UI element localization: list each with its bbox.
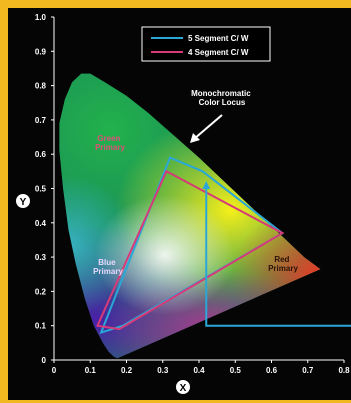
x-tick-label: 0.2	[121, 366, 133, 375]
legend-label-5-segment: 5 Segment C/ W	[188, 34, 249, 43]
red-primary-line-1: Red	[274, 255, 289, 264]
x-tick-label: 0	[52, 366, 57, 375]
locus-pointer-arrowhead	[190, 133, 200, 143]
x-tick-label: 0.1	[85, 366, 97, 375]
legend-label-4-segment: 4 Segment C/ W	[188, 48, 249, 57]
x-axis-badge: X	[176, 380, 190, 394]
x-tick-label: 0.6	[266, 366, 278, 375]
svg-text:Monochromatic Color Locu: Monochromatic Color Locus	[191, 89, 253, 107]
red-primary-line-2: Primary	[268, 264, 298, 273]
y-tick-label: 0.1	[35, 322, 47, 331]
locus-line-1: Monochromatic	[191, 89, 251, 98]
green-primary-line-1: Green	[97, 134, 120, 143]
locus-pointer-arrow	[193, 114, 223, 140]
svg-text:Red Primary: Red Primary	[268, 255, 298, 273]
y-tick-label: 1.0	[35, 13, 47, 22]
x-axis-label: X	[180, 383, 187, 394]
locus-line-2: Color Locus	[199, 98, 246, 107]
svg-text:Blue Primary: Blue Primary	[93, 258, 123, 276]
y-tick-label: 0.3	[35, 253, 47, 262]
locus-annotation: Monochromatic Color Locus	[190, 89, 253, 143]
legend-box	[141, 26, 271, 62]
x-tick-label: 0.3	[157, 366, 169, 375]
y-tick-label: 0.8	[35, 82, 47, 91]
y-tick-label: 0.4	[35, 219, 47, 228]
x-tick-label: 0.5	[230, 366, 242, 375]
green-primary-line-2: Primary	[95, 143, 125, 152]
y-tick-label: 0.9	[35, 47, 47, 56]
y-tick-label: 0.6	[35, 150, 47, 159]
callout-arrow	[202, 181, 351, 327]
gamut-series	[96, 156, 285, 335]
x-tick-label: 0.8	[338, 366, 350, 375]
blue-primary-line-1: Blue	[98, 258, 116, 267]
svg-text:Green Primary: Green Primary	[95, 134, 125, 152]
y-axis-label: Y	[20, 197, 27, 208]
gamut-4-segment	[96, 169, 285, 331]
red-primary-label: Red Primary	[268, 255, 298, 273]
y-tick-label: 0	[42, 356, 47, 365]
axes: 0 0.1 0.2 0.3 0.4 0.5 0.6 0.7 0.8 0.9 1.0 0 0.1 0.2 0…	[35, 13, 350, 375]
green-primary-label: Green Primary	[95, 134, 125, 152]
legend: 5 Segment C/ W 4 Segment C/ W	[141, 26, 271, 62]
x-tick-label: 0.4	[193, 366, 205, 375]
y-tick-label: 0.7	[35, 116, 47, 125]
blue-primary-line-2: Primary	[93, 267, 123, 276]
x-tick-label: 0.7	[302, 366, 314, 375]
y-axis-badge: Y	[16, 194, 30, 208]
blue-primary-label: Blue Primary	[93, 258, 123, 276]
y-tick-label: 0.5	[35, 185, 47, 194]
y-tick-label: 0.2	[35, 287, 47, 296]
